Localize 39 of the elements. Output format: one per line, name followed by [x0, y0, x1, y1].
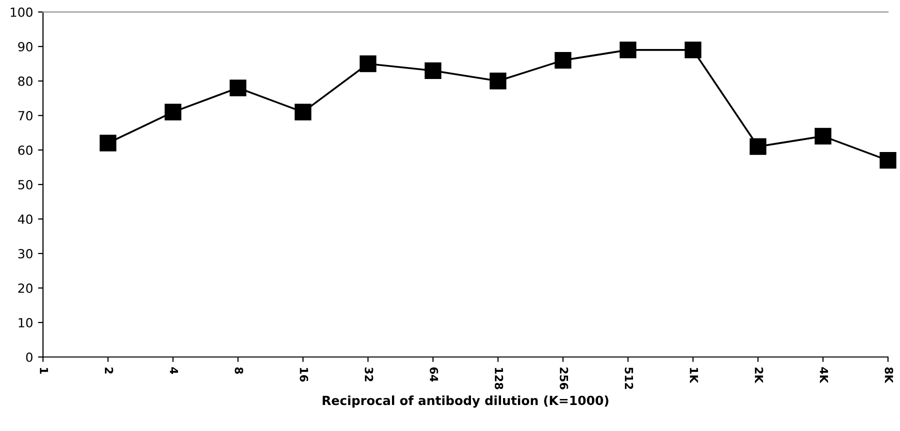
x-tick-label: 8K	[884, 367, 894, 384]
x-tick-label: 512	[624, 368, 634, 389]
x-tick-label: 2K	[754, 368, 764, 384]
y-tick-label: 10	[18, 318, 32, 328]
point	[620, 42, 636, 58]
x-axis-title: Reciprocal of antibody dilution (K=1000)	[322, 395, 608, 408]
y-tick-label: 60	[18, 145, 32, 155]
point	[750, 138, 766, 155]
point	[360, 55, 376, 72]
point	[294, 104, 312, 120]
x-tick-label: 2	[104, 368, 114, 374]
point	[230, 80, 246, 96]
x-tick-label: 8	[234, 367, 244, 374]
y-tick-label: 80	[18, 76, 32, 86]
x-tick-label: 4	[170, 367, 178, 374]
y-tick-label: 30	[18, 248, 32, 258]
point	[684, 42, 702, 58]
y-tick-label: 0	[26, 352, 32, 362]
y-tick-label: 100	[10, 7, 32, 17]
x-tick-label: 1	[40, 368, 48, 374]
y-tick-label: 50	[18, 180, 32, 190]
point	[100, 134, 116, 152]
x-tick-label: 32	[364, 367, 374, 382]
x-tick-label: 64	[430, 367, 438, 382]
x-tick-label: 4K	[820, 367, 828, 384]
x-tick-label: 1K	[690, 368, 698, 384]
y-tick-label: 90	[18, 42, 32, 52]
y-tick-label: 70	[18, 110, 32, 120]
x-tick-label: 128	[494, 368, 504, 390]
point	[814, 128, 832, 145]
y-tick-label: 40	[18, 214, 32, 224]
point	[880, 152, 896, 169]
point	[164, 104, 182, 120]
point	[490, 72, 506, 90]
x-tick-label: 16	[300, 368, 308, 382]
x-tick-label: 256	[560, 368, 568, 390]
point	[424, 62, 442, 79]
point	[554, 52, 572, 69]
y-tick-label: 20	[18, 283, 32, 293]
